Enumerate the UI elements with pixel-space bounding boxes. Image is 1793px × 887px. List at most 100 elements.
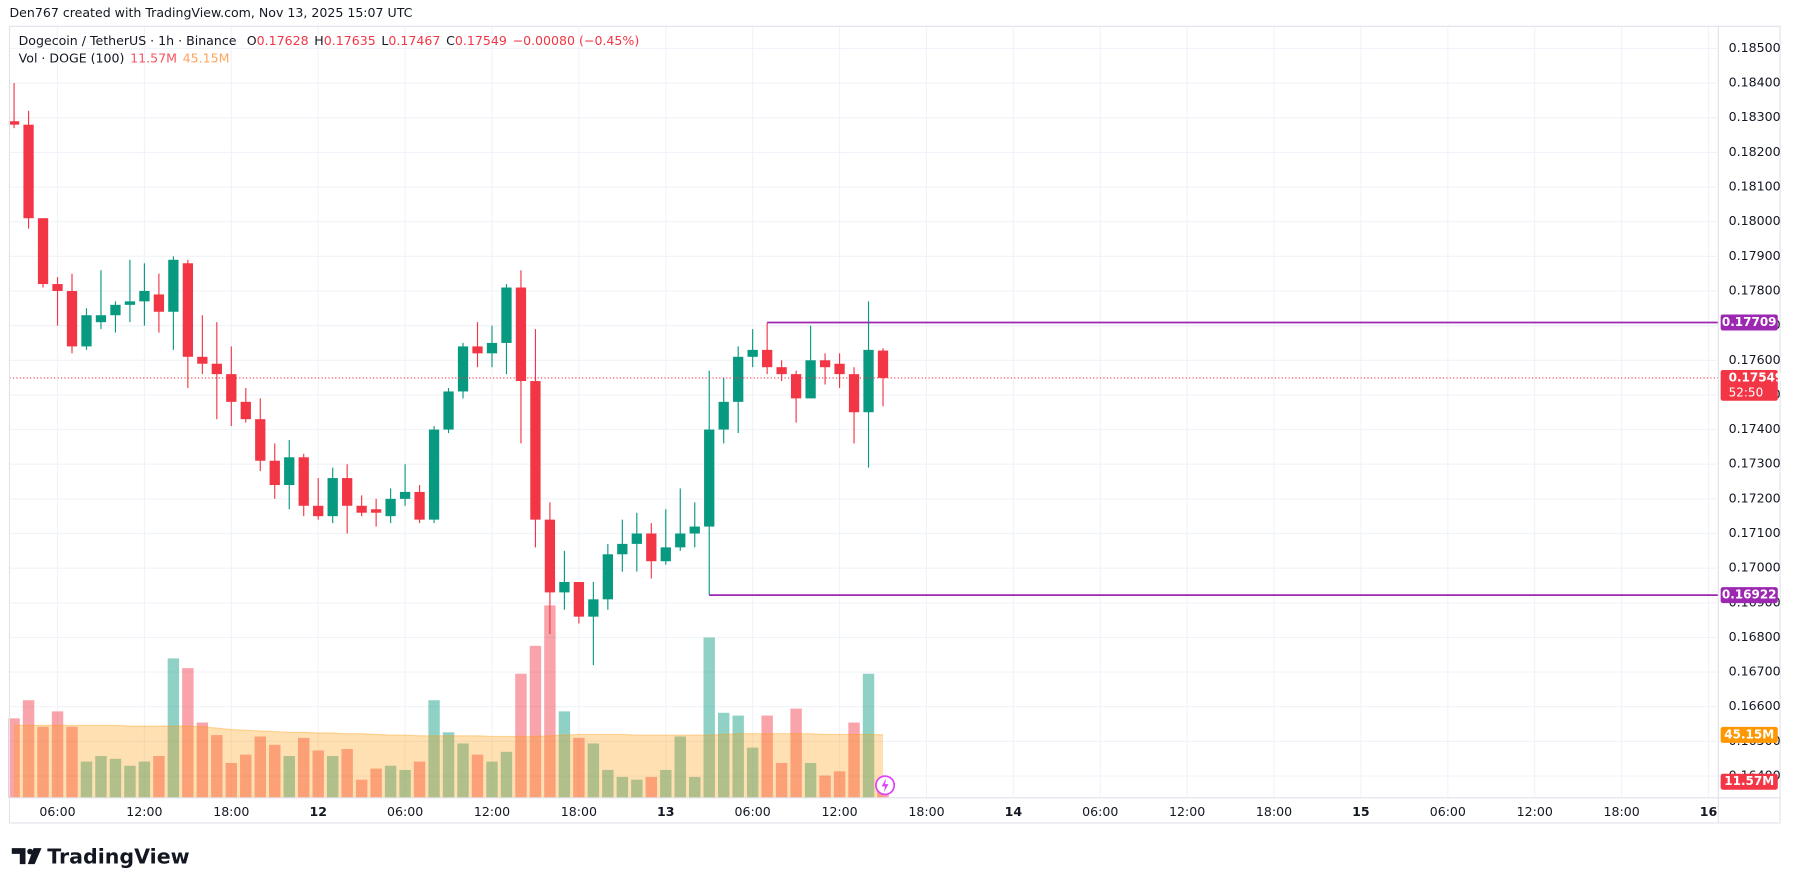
volume-bar — [457, 743, 469, 798]
candle-body — [255, 419, 266, 461]
volume-bar — [471, 754, 484, 798]
volume-bar — [384, 765, 397, 798]
credit: Den767 created with TradingView.com, Nov… — [9, 5, 412, 20]
y-tick-label: 0.16700 — [1729, 664, 1781, 679]
last-price-tag: 0.17549 — [1729, 370, 1784, 384]
candle-body — [52, 284, 63, 291]
candle-body — [8, 121, 20, 125]
level-tag: 0.17709 — [1722, 315, 1777, 329]
x-tick-label: 06:00 — [1430, 804, 1466, 819]
candle-body — [95, 315, 107, 323]
volume-bar — [355, 779, 368, 798]
volume-tag-bg — [1720, 773, 1778, 790]
volume-value: 11.57M — [130, 50, 177, 65]
candle-body — [211, 363, 222, 375]
candle-body — [747, 349, 758, 357]
y-tick-label: 0.17100 — [1729, 525, 1781, 540]
volume-bar — [761, 715, 773, 798]
volume-bar — [370, 768, 382, 798]
volume-bar — [66, 726, 78, 798]
volume-bar — [500, 751, 513, 798]
candle-body — [588, 599, 599, 617]
volume-bar — [703, 637, 715, 798]
y-tick-label: 0.18200 — [1729, 144, 1781, 159]
price-pane — [8, 83, 1719, 666]
volume-ma-area — [14, 725, 884, 798]
volume-bar — [746, 747, 759, 798]
x-tick-label: 06:00 — [1082, 804, 1118, 819]
candle-body — [530, 381, 541, 520]
volume-ma-tag-bg — [1720, 726, 1778, 743]
volume-bar — [22, 700, 35, 798]
x-tick-label: 15 — [1352, 804, 1369, 819]
volume-bar — [254, 736, 266, 798]
ohlc-value: 0.17549 — [455, 33, 507, 48]
y-tick-label: 0.18500 — [1729, 40, 1781, 55]
volume-bar — [312, 750, 324, 798]
candle-body — [385, 498, 396, 517]
volume-bar — [515, 673, 527, 798]
countdown: 52:50 — [1729, 385, 1764, 399]
volume-ma-tag: 45.15M — [1724, 727, 1774, 741]
chart-frame — [8, 25, 1781, 824]
brand-logo: TradingView — [11, 844, 190, 868]
candle-body — [313, 505, 324, 517]
volume-bar — [587, 743, 600, 798]
volume-bar — [182, 668, 194, 798]
volume-tag: 11.57M — [1724, 774, 1774, 788]
volume-bar — [240, 754, 252, 798]
x-tick-label: 12:00 — [1517, 804, 1553, 819]
y-tick-label: 0.17900 — [1729, 248, 1781, 263]
x-tick-label: 12:00 — [821, 804, 857, 819]
candle-body — [457, 346, 469, 392]
volume-bar — [689, 776, 701, 798]
brand-text: TradingView — [47, 844, 189, 868]
ohlc-label: C — [446, 33, 455, 48]
ohlc-value: 0.17628 — [257, 33, 309, 48]
x-tick-label: 18:00 — [1256, 804, 1292, 819]
candle-body — [790, 374, 802, 399]
candle-body — [501, 287, 512, 343]
y-tick-label: 0.18000 — [1729, 213, 1781, 228]
volume-bar — [225, 762, 238, 798]
x-tick-label: 06:00 — [387, 804, 423, 819]
volume-bar — [167, 658, 180, 798]
candle-body — [559, 582, 570, 593]
candle-body — [675, 533, 686, 548]
candle-body — [23, 124, 34, 219]
candle-body — [298, 457, 309, 506]
volume-bar — [602, 769, 614, 798]
x-tick-label: 14 — [1005, 804, 1023, 819]
volume-bar — [645, 776, 658, 798]
candle-body — [240, 401, 251, 420]
candle-body — [776, 367, 787, 375]
volume-title: Vol · DOGE (100) — [19, 50, 125, 65]
volume-bar — [399, 769, 411, 798]
candle-body — [877, 350, 889, 378]
ohlc-value: 0.17635 — [324, 33, 376, 48]
y-tick-label: 0.16800 — [1729, 629, 1781, 644]
volume-bar — [413, 761, 426, 798]
candle-body — [631, 533, 642, 544]
candle-body — [197, 356, 208, 364]
volume-bar — [109, 758, 122, 798]
candle-body — [486, 342, 498, 354]
ohlc-label: L — [381, 33, 388, 48]
level-tag-bg — [1720, 314, 1778, 331]
ohlc-label: H — [314, 33, 323, 48]
level-tag: 0.16922 — [1722, 588, 1777, 602]
volume-bar — [616, 776, 629, 798]
volume-ma-line — [14, 724, 884, 738]
candle-body — [182, 263, 194, 357]
candle-body — [124, 301, 136, 305]
volume-bar — [848, 722, 860, 798]
candle-body — [269, 460, 280, 485]
volume-bar — [196, 722, 209, 798]
candle-body — [399, 491, 411, 499]
volume-bar — [95, 756, 107, 798]
y-tick-label: 0.18300 — [1729, 109, 1781, 124]
y-tick-label: 0.16600 — [1729, 698, 1781, 713]
volume-bar — [833, 771, 846, 798]
